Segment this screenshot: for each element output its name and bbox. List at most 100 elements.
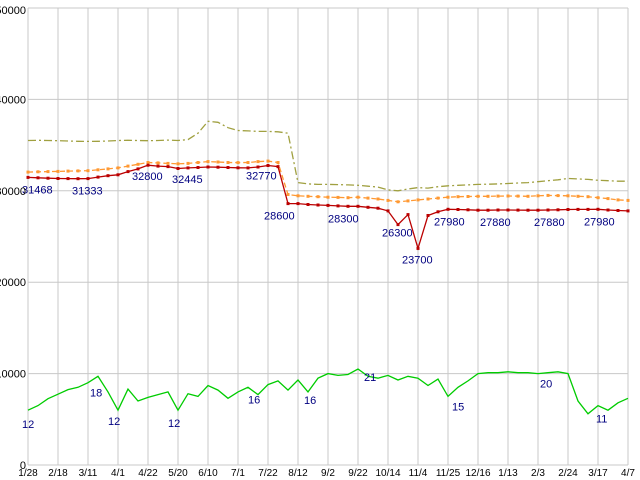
x-axis-tick-label: 11/25 bbox=[436, 468, 461, 479]
data-point-marker bbox=[366, 205, 370, 209]
data-point-marker bbox=[566, 208, 570, 211]
data-point-marker bbox=[496, 208, 500, 212]
data-point-marker bbox=[266, 159, 270, 163]
data-point-marker bbox=[486, 194, 490, 198]
data-point-marker bbox=[376, 206, 380, 210]
x-axis-tick-label: 7/22 bbox=[258, 468, 278, 479]
data-point-marker bbox=[76, 177, 80, 181]
x-axis-tick-label: 6/10 bbox=[198, 468, 218, 479]
data-point-marker bbox=[196, 161, 200, 164]
x-axis-tick-label: 1/28 bbox=[18, 468, 38, 479]
x-axis-tick-label: 12/16 bbox=[465, 468, 490, 479]
data-point-marker bbox=[456, 208, 460, 211]
series-volume bbox=[27, 368, 629, 415]
series-middle-band bbox=[26, 159, 630, 204]
data-point-marker bbox=[176, 167, 180, 170]
data-point-marker bbox=[226, 166, 230, 169]
data-point-marker bbox=[586, 207, 590, 211]
data-point-marker bbox=[106, 167, 110, 171]
x-axis-tick-label: 8/12 bbox=[288, 468, 308, 479]
data-point-marker bbox=[336, 204, 340, 208]
data-point-marker bbox=[136, 162, 140, 166]
point-label: 32770 bbox=[246, 171, 277, 183]
data-point-marker bbox=[576, 207, 580, 211]
data-point-marker bbox=[496, 194, 500, 198]
data-point-marker bbox=[576, 194, 580, 198]
data-point-marker bbox=[606, 208, 610, 212]
point-label: 16 bbox=[248, 394, 260, 406]
data-point-marker bbox=[186, 161, 190, 165]
data-point-marker bbox=[56, 169, 60, 173]
data-point-marker bbox=[76, 169, 80, 173]
point-label: 20 bbox=[540, 379, 552, 391]
data-point-marker bbox=[126, 170, 130, 174]
data-point-marker bbox=[176, 162, 180, 166]
data-point-marker bbox=[246, 166, 250, 170]
data-point-marker bbox=[46, 170, 50, 174]
data-point-marker bbox=[66, 169, 70, 173]
data-point-marker bbox=[386, 198, 390, 202]
data-point-marker bbox=[376, 197, 380, 201]
data-point-marker bbox=[46, 176, 50, 180]
data-point-marker bbox=[306, 194, 310, 198]
x-axis-tick-label: 1/13 bbox=[498, 468, 518, 479]
data-point-marker bbox=[446, 207, 450, 211]
data-point-marker bbox=[536, 208, 540, 212]
point-label: 26300 bbox=[382, 228, 413, 240]
data-point-marker bbox=[216, 165, 220, 169]
x-axis-tick-label: 9/22 bbox=[348, 468, 368, 479]
data-point-marker bbox=[236, 166, 240, 170]
data-point-marker bbox=[526, 208, 530, 212]
data-point-marker bbox=[126, 164, 130, 168]
x-axis-labels: 1/28 2/18 3/11 4/1 4/22 5/20 6/10 7/1 7/22 8/12 9/… bbox=[18, 468, 635, 479]
data-point-marker bbox=[86, 177, 90, 181]
point-label: 11 bbox=[596, 414, 607, 426]
data-point-marker bbox=[626, 209, 630, 213]
x-axis-tick-label: 4/7 bbox=[621, 468, 635, 479]
data-point-marker bbox=[486, 208, 490, 212]
data-point-marker bbox=[396, 223, 400, 227]
data-point-marker bbox=[206, 160, 210, 164]
data-point-marker bbox=[276, 165, 280, 169]
data-point-marker bbox=[286, 202, 290, 206]
data-point-marker bbox=[586, 195, 590, 199]
data-point-marker bbox=[156, 161, 160, 165]
data-point-marker bbox=[326, 195, 330, 199]
data-point-marker bbox=[546, 193, 550, 197]
data-point-marker bbox=[296, 194, 300, 198]
point-label: 23700 bbox=[402, 254, 433, 266]
data-point-marker bbox=[466, 195, 470, 198]
data-point-marker bbox=[36, 170, 40, 174]
point-label: 32800 bbox=[132, 171, 163, 183]
point-label: 27880 bbox=[480, 217, 511, 229]
point-label: 28600 bbox=[264, 211, 295, 223]
data-point-marker bbox=[156, 164, 160, 168]
data-point-marker bbox=[206, 165, 210, 169]
data-point-marker bbox=[56, 177, 60, 180]
data-point-marker bbox=[456, 195, 460, 199]
data-point-marker bbox=[436, 196, 440, 200]
point-label: 28300 bbox=[328, 213, 359, 225]
data-point-marker bbox=[136, 167, 140, 171]
data-point-marker bbox=[416, 246, 420, 250]
data-point-marker bbox=[256, 165, 260, 169]
data-point-marker bbox=[296, 202, 300, 206]
data-point-marker bbox=[96, 175, 100, 179]
x-axis-tick-label: 5/20 bbox=[168, 468, 188, 479]
point-label: 27880 bbox=[534, 217, 565, 229]
data-point-marker bbox=[466, 208, 470, 212]
data-point-marker bbox=[316, 203, 320, 207]
data-point-marker bbox=[566, 194, 570, 198]
point-label: 27980 bbox=[434, 216, 465, 228]
x-axis-tick-label: 10/14 bbox=[375, 468, 400, 479]
data-point-marker bbox=[166, 165, 170, 169]
data-point-marker bbox=[616, 198, 620, 202]
data-point-marker bbox=[226, 161, 230, 164]
data-point-marker bbox=[406, 199, 410, 203]
data-point-marker bbox=[96, 168, 100, 172]
data-point-marker bbox=[116, 173, 120, 177]
data-point-marker bbox=[306, 203, 310, 206]
